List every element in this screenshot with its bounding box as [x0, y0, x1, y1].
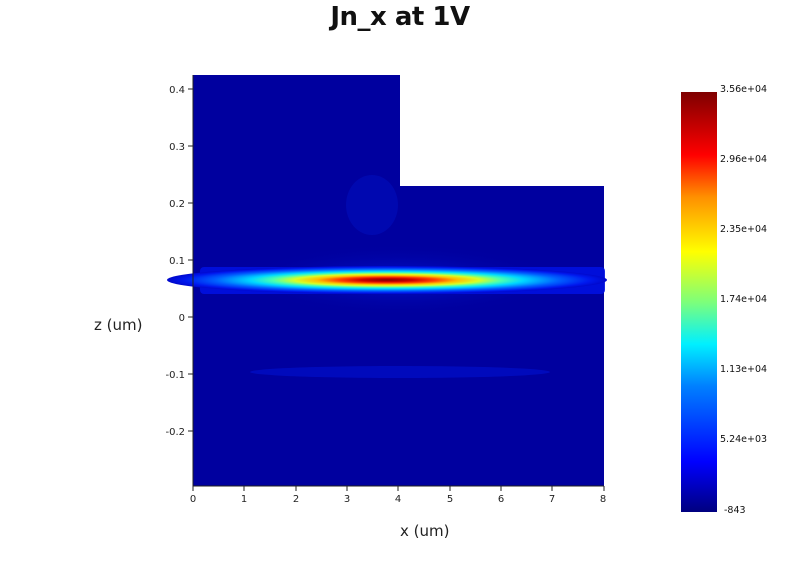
y-axis-ticks: 0.4 0.3 0.2 0.1 0 -0.1 -0.2: [165, 85, 193, 438]
x-tick: 8: [600, 494, 606, 505]
y-tick: 0.3: [169, 142, 185, 153]
colorbar-tick: 3.56e+04: [720, 84, 768, 95]
y-tick: 0.2: [169, 199, 185, 210]
x-axis-ticks: 0 1 2 3 4 5 6 7 8: [190, 486, 606, 505]
colorbar-tick: 1.74e+04: [720, 294, 768, 305]
y-tick: 0: [179, 313, 185, 324]
colorbar-tick: 2.35e+04: [720, 224, 768, 235]
x-axis-label: x (um): [400, 522, 450, 540]
colorbar-tick: 2.96e+04: [720, 154, 768, 165]
chart-title: Jn_x at 1V: [330, 2, 470, 32]
x-tick: 6: [498, 494, 504, 505]
x-tick: 7: [549, 494, 555, 505]
x-tick: 2: [293, 494, 299, 505]
y-tick: 0.1: [169, 256, 185, 267]
colorbar: [681, 92, 717, 512]
x-tick: 3: [344, 494, 350, 505]
colorbar-tick: 1.13e+04: [720, 364, 768, 375]
colorbar-tick: -843: [724, 505, 746, 516]
x-tick: 4: [395, 494, 401, 505]
y-axis-label: z (um): [94, 316, 143, 334]
y-tick: -0.1: [165, 370, 185, 381]
colorbar-tick: 5.24e+03: [720, 434, 768, 445]
y-tick: 0.4: [169, 85, 185, 96]
x-tick: 0: [190, 494, 196, 505]
y-tick: -0.2: [165, 427, 185, 438]
x-tick: 1: [241, 494, 247, 505]
x-tick: 5: [447, 494, 453, 505]
